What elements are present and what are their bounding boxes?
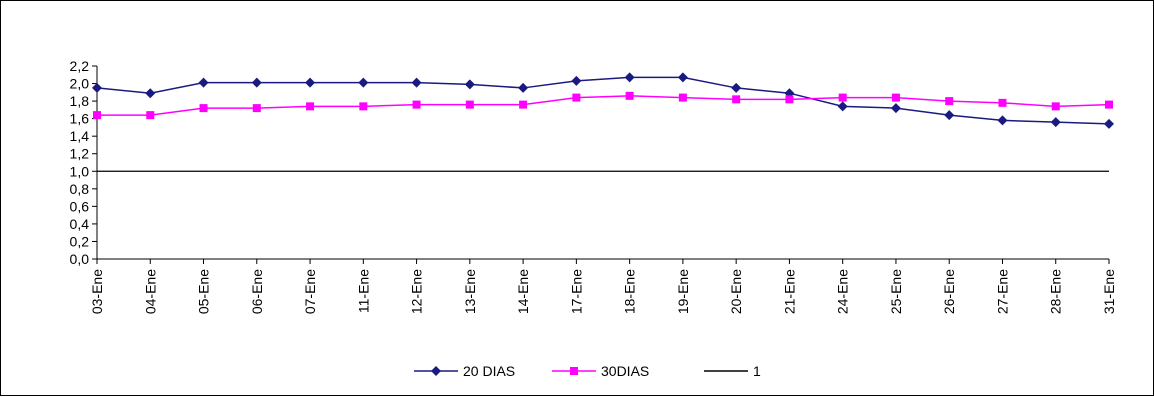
x-tick-label: 06-Ene [249, 269, 265, 314]
legend-label: 30DIAS [601, 363, 649, 379]
x-tick-label: 04-Ene [142, 269, 158, 314]
y-tick-label: 1,4 [70, 128, 90, 144]
series-line [97, 95, 1110, 116]
data-point [678, 93, 687, 102]
x-axis-ticks: 03-Ene 04-Ene 05-Ene 06-Ene 07-Ene 11-Ene 12-E… [89, 259, 1117, 314]
series-2 [93, 91, 1113, 120]
x-tick-label: 11-Ene [355, 269, 371, 313]
data-point [625, 91, 634, 100]
data-point [1051, 102, 1060, 111]
x-tick-label: 26-Ene [941, 269, 957, 314]
x-tick-label: 17-Ene [568, 269, 584, 314]
y-tick-label: 2,2 [70, 58, 90, 74]
data-point [891, 93, 900, 102]
legend-item-1: 20 DIAS [414, 363, 515, 379]
data-point [571, 75, 582, 86]
data-point [252, 104, 261, 113]
data-point [146, 111, 155, 120]
data-point [305, 77, 316, 88]
y-tick-label: 0,8 [70, 181, 90, 197]
series-layer [92, 72, 1114, 172]
legend-item-2: 30DIAS [552, 363, 649, 379]
data-point [1105, 100, 1113, 109]
data-point [624, 72, 635, 83]
data-point [1050, 117, 1061, 128]
data-point [198, 77, 209, 88]
data-point [306, 102, 315, 111]
x-tick-label: 13-Ene [462, 269, 478, 314]
data-point [785, 95, 794, 104]
legend-label: 1 [753, 363, 761, 379]
x-tick-label: 19-Ene [675, 269, 691, 314]
data-point [411, 77, 422, 88]
x-tick-label: 20-Ene [728, 269, 744, 314]
data-point [677, 72, 688, 83]
data-point [518, 82, 529, 93]
data-point [92, 82, 102, 93]
data-point [998, 98, 1007, 107]
data-point [199, 104, 208, 113]
y-tick-label: 0,2 [70, 233, 90, 249]
series-line [96, 76, 1110, 125]
y-axis-ticks: 0,0 0,20,4 0,60,8 1,01,2 1,41,6 1,82,0 2,2 [70, 58, 97, 267]
data-point [464, 79, 475, 90]
data-point [890, 103, 901, 114]
x-tick-label: 03-Ene [89, 269, 105, 314]
data-point [465, 100, 474, 109]
legend-label: 20 DIAS [463, 363, 515, 379]
y-tick-label: 0,6 [70, 198, 90, 214]
x-tick-label: 25-Ene [888, 269, 904, 314]
data-point [359, 102, 368, 111]
x-tick-label: 14-Ene [515, 269, 531, 314]
data-point [358, 77, 369, 88]
data-point [93, 111, 101, 120]
x-tick-label: 18-Ene [622, 269, 638, 314]
x-tick-label: 05-Ene [196, 269, 212, 314]
y-tick-label: 1,0 [70, 163, 90, 179]
data-point [838, 93, 847, 102]
x-tick-label: 24-Ene [835, 269, 851, 314]
data-point [732, 95, 741, 104]
y-tick-label: 2,0 [70, 76, 90, 92]
data-point [997, 115, 1008, 126]
y-tick-label: 0,0 [70, 251, 90, 267]
data-point [945, 97, 954, 106]
axes [96, 66, 1109, 260]
x-tick-label: 07-Ene [302, 269, 318, 314]
data-point [731, 82, 742, 93]
x-tick-label: 21-Ene [781, 269, 797, 314]
legend: 20 DIAS 30DIAS 1 [414, 363, 761, 379]
y-tick-label: 1,8 [70, 93, 90, 109]
data-point [944, 110, 955, 121]
x-tick-label: 12-Ene [409, 269, 425, 314]
legend-item-3: 1 [704, 363, 761, 379]
x-tick-label: 31-Ene [1101, 269, 1117, 314]
legend-swatch-marker [570, 367, 578, 375]
data-point [251, 77, 262, 88]
legend-swatch-marker [431, 366, 441, 376]
x-tick-label: 27-Ene [994, 269, 1010, 314]
y-tick-label: 1,2 [70, 146, 90, 162]
data-point [572, 93, 581, 102]
data-point [412, 100, 421, 109]
series-1 [92, 72, 1114, 129]
data-point [519, 100, 528, 109]
x-tick-label: 28-Ene [1048, 269, 1064, 314]
data-point [837, 101, 848, 112]
data-point [1104, 118, 1114, 129]
data-point [145, 88, 156, 99]
y-tick-label: 0,4 [70, 216, 90, 232]
y-tick-label: 1,6 [70, 111, 90, 127]
